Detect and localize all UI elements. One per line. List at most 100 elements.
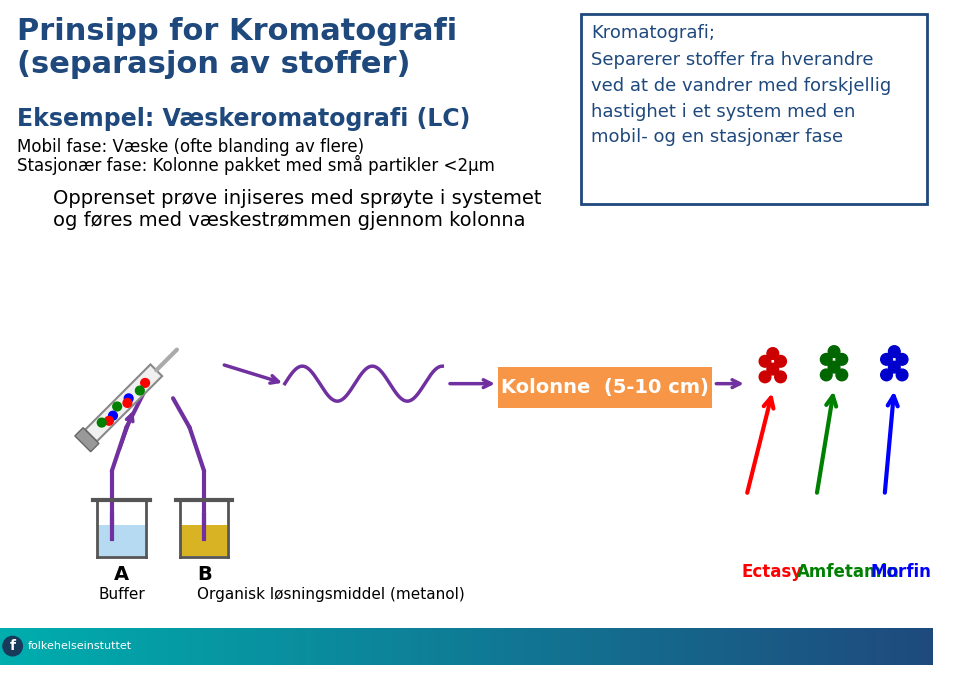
Bar — [492, 627, 498, 665]
Text: Kromatografi;: Kromatografi; — [591, 24, 715, 42]
Circle shape — [897, 369, 908, 381]
Bar — [629, 627, 636, 665]
Bar — [473, 627, 480, 665]
Bar — [75, 627, 82, 665]
Bar — [703, 627, 710, 665]
Circle shape — [124, 394, 133, 402]
Bar — [43, 627, 51, 665]
Bar — [846, 627, 853, 665]
Bar — [392, 627, 399, 665]
Circle shape — [880, 354, 893, 365]
Bar — [398, 627, 405, 665]
Bar — [211, 627, 219, 665]
Bar — [286, 627, 294, 665]
Bar — [299, 627, 306, 665]
Circle shape — [880, 369, 893, 381]
Bar — [865, 627, 872, 665]
Bar — [591, 627, 598, 665]
Bar — [218, 627, 225, 665]
Bar — [485, 627, 492, 665]
Circle shape — [836, 369, 848, 381]
Bar — [354, 627, 362, 665]
Bar — [131, 627, 138, 665]
Bar — [417, 627, 424, 665]
Bar — [193, 627, 200, 665]
Bar — [62, 627, 69, 665]
Bar — [497, 367, 711, 408]
Bar — [50, 627, 57, 665]
Bar — [199, 627, 206, 665]
Bar — [293, 627, 300, 665]
Circle shape — [888, 346, 900, 357]
Bar — [647, 627, 654, 665]
Bar — [709, 627, 716, 665]
Circle shape — [112, 402, 122, 411]
Bar — [31, 627, 38, 665]
Bar — [797, 627, 804, 665]
Bar — [429, 627, 437, 665]
Bar — [908, 627, 916, 665]
Bar — [236, 627, 244, 665]
Bar — [684, 627, 691, 665]
Bar — [883, 627, 891, 665]
Bar — [635, 627, 642, 665]
Bar — [125, 627, 132, 665]
Bar — [442, 627, 449, 665]
Bar — [660, 627, 666, 665]
Bar — [753, 627, 760, 665]
Bar — [448, 627, 455, 665]
Bar — [137, 627, 144, 665]
Circle shape — [767, 363, 779, 375]
Bar — [877, 627, 884, 665]
Bar — [522, 627, 530, 665]
Bar — [68, 627, 76, 665]
Bar — [497, 627, 505, 665]
Bar — [268, 627, 275, 665]
Bar — [37, 627, 44, 665]
Bar — [6, 627, 13, 665]
Bar — [373, 627, 380, 665]
Circle shape — [135, 386, 144, 395]
Circle shape — [828, 346, 840, 357]
Bar — [311, 627, 319, 665]
Bar — [927, 627, 934, 665]
Bar — [815, 627, 822, 665]
Bar — [386, 627, 393, 665]
Bar — [404, 627, 412, 665]
Bar — [274, 627, 281, 665]
Bar — [411, 627, 418, 665]
Bar — [205, 627, 212, 665]
Bar — [915, 627, 922, 665]
Circle shape — [767, 348, 779, 359]
Circle shape — [141, 379, 150, 388]
Bar — [12, 627, 19, 665]
Bar — [329, 627, 337, 665]
Bar — [106, 627, 113, 665]
Bar — [535, 627, 542, 665]
Bar — [186, 627, 194, 665]
Bar — [678, 627, 685, 665]
Bar — [336, 627, 343, 665]
Bar — [896, 627, 903, 665]
Text: Separerer stoffer fra hverandre
ved at de vandrer med forskjellig
hastighet i et: Separerer stoffer fra hverandre ved at d… — [591, 51, 891, 146]
Bar — [582, 14, 927, 204]
Bar — [18, 627, 26, 665]
Bar — [784, 627, 791, 665]
Bar — [858, 627, 866, 665]
Bar — [890, 627, 897, 665]
Bar — [554, 627, 561, 665]
Bar — [361, 627, 368, 665]
Bar — [572, 627, 580, 665]
Bar — [772, 627, 779, 665]
Bar — [747, 627, 754, 665]
Text: Opprenset prøve injiseres med sprøyte i systemet: Opprenset prøve injiseres med sprøyte i … — [54, 189, 542, 208]
Bar — [243, 627, 250, 665]
Bar — [280, 627, 287, 665]
Bar — [93, 627, 101, 665]
Bar — [174, 627, 181, 665]
Text: (separasjon av stoffer): (separasjon av stoffer) — [17, 51, 411, 80]
Circle shape — [775, 355, 786, 367]
Circle shape — [828, 361, 840, 373]
Bar — [597, 627, 605, 665]
Circle shape — [105, 417, 113, 425]
